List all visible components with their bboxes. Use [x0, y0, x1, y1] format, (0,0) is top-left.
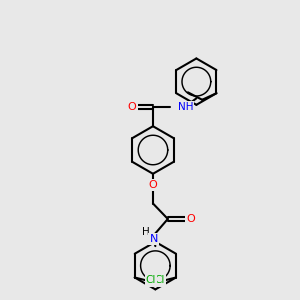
Text: Cl: Cl — [146, 275, 156, 286]
Text: Cl: Cl — [155, 275, 165, 286]
Text: N: N — [149, 234, 158, 244]
Text: H: H — [142, 227, 149, 237]
Text: O: O — [148, 180, 157, 190]
Text: O: O — [128, 102, 136, 112]
Text: NH: NH — [178, 102, 193, 112]
Text: O: O — [186, 214, 195, 224]
